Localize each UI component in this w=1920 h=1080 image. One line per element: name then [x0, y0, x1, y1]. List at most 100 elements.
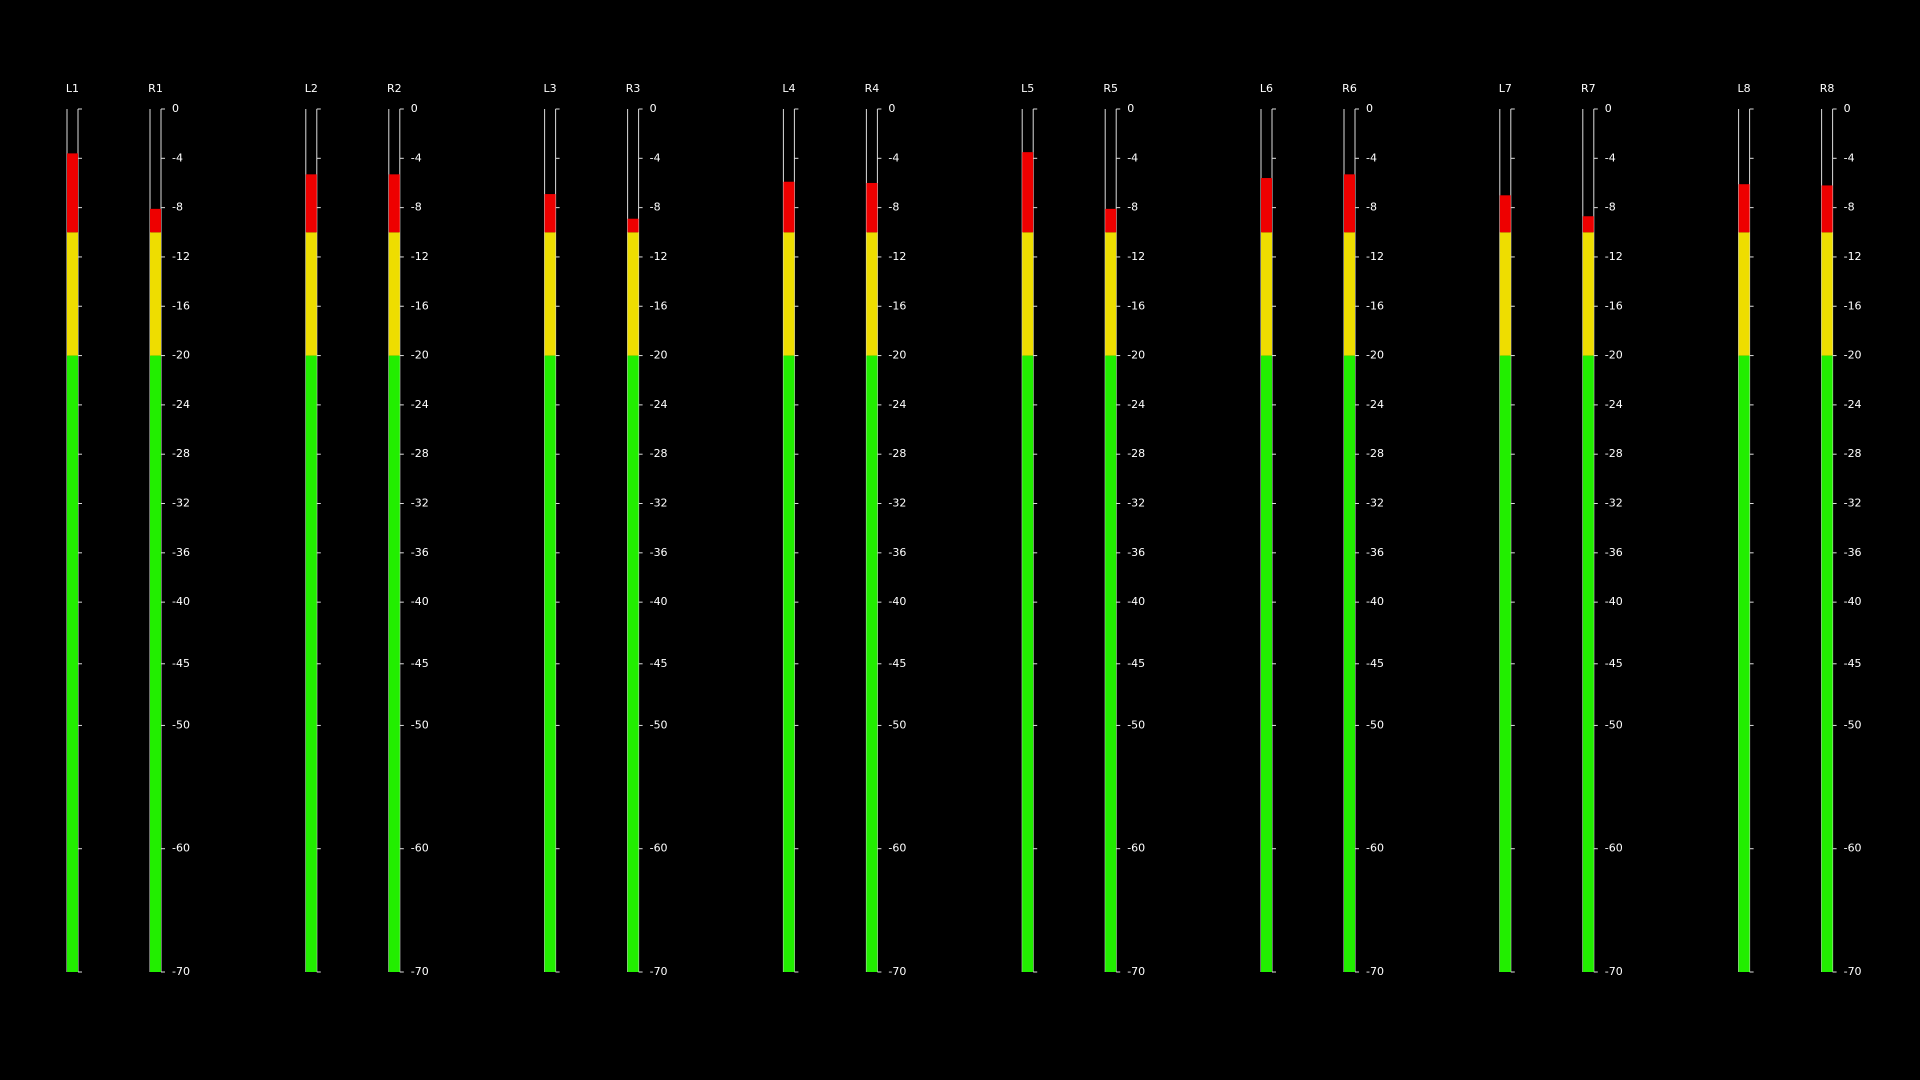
tick-label: 0: [1844, 102, 1851, 115]
tick-label: -45: [411, 657, 429, 670]
tick-label: -16: [1605, 299, 1623, 312]
tick-label: -36: [172, 546, 190, 559]
tick-label: -60: [172, 842, 190, 855]
tick-label: -70: [1127, 965, 1145, 978]
tick-label: -16: [650, 299, 668, 312]
tick-label: -24: [1366, 398, 1384, 411]
channel-label: L5: [1021, 82, 1034, 95]
tick-label: -12: [1844, 250, 1862, 263]
tick-label: -16: [888, 299, 906, 312]
tick-label: -32: [888, 497, 906, 510]
tick-label: -36: [888, 546, 906, 559]
tick-label: -24: [650, 398, 668, 411]
tick-label: -70: [650, 965, 668, 978]
level-bar: [1022, 152, 1034, 233]
tick-label: -45: [1844, 657, 1862, 670]
tick-label: -50: [1844, 718, 1862, 731]
tick-label: -40: [1366, 595, 1384, 608]
tick-label: -28: [172, 447, 190, 460]
level-bar: [1499, 195, 1511, 233]
tick-label: -36: [650, 546, 668, 559]
tick-label: -40: [1605, 595, 1623, 608]
tick-label: -50: [888, 718, 906, 731]
tick-label: -28: [1366, 447, 1384, 460]
level-bar: [1261, 178, 1272, 233]
level-bar: [305, 174, 317, 233]
level-bar: [1261, 355, 1272, 973]
tick-label: -70: [172, 965, 190, 978]
tick-label: -12: [1366, 250, 1384, 263]
channel-label: R8: [1820, 82, 1835, 95]
tick-label: -24: [1605, 398, 1623, 411]
channel-label: L7: [1499, 82, 1512, 95]
tick-label: -32: [1127, 497, 1145, 510]
channel-label: R1: [148, 82, 163, 95]
tick-label: -20: [1844, 349, 1862, 362]
level-bar: [388, 232, 400, 356]
level-bar: [544, 355, 556, 973]
tick-label: -60: [1844, 842, 1862, 855]
tick-label: -16: [172, 299, 190, 312]
tick-label: -4: [411, 151, 422, 164]
level-bar: [150, 355, 161, 973]
tick-label: -32: [172, 497, 190, 510]
level-bar: [1022, 232, 1034, 356]
tick-label: -50: [1605, 718, 1623, 731]
level-bar: [1344, 355, 1355, 973]
level-bar: [1821, 232, 1833, 356]
tick-label: -36: [411, 546, 429, 559]
tick-label: -50: [1366, 718, 1384, 731]
level-bar: [627, 218, 639, 233]
tick-label: 0: [411, 102, 418, 115]
level-bar: [1261, 232, 1272, 356]
tick-label: -20: [172, 349, 190, 362]
tick-label: -60: [1605, 842, 1623, 855]
tick-label: -40: [1844, 595, 1862, 608]
channel-label: L3: [544, 82, 557, 95]
level-bar: [1582, 216, 1594, 233]
level-bar: [1105, 355, 1117, 973]
tick-label: -60: [411, 842, 429, 855]
tick-label: -12: [1127, 250, 1145, 263]
tick-label: -4: [1366, 151, 1377, 164]
channel-label: L6: [1260, 82, 1273, 95]
level-bar: [544, 194, 556, 233]
tick-label: -28: [650, 447, 668, 460]
tick-label: -28: [1844, 447, 1862, 460]
tick-label: -45: [650, 657, 668, 670]
tick-label: -60: [1127, 842, 1145, 855]
tick-label: -45: [888, 657, 906, 670]
tick-label: -12: [1605, 250, 1623, 263]
channel-label: R5: [1103, 82, 1118, 95]
tick-label: 0: [1127, 102, 1134, 115]
level-bar: [1738, 355, 1750, 973]
tick-label: -24: [888, 398, 906, 411]
tick-label: -36: [1127, 546, 1145, 559]
level-bar: [1344, 232, 1355, 356]
level-bar: [67, 355, 78, 973]
tick-label: -70: [411, 965, 429, 978]
level-bar: [866, 182, 878, 233]
tick-label: -20: [650, 349, 668, 362]
tick-label: -8: [888, 201, 899, 214]
tick-label: -28: [1127, 447, 1145, 460]
tick-label: -24: [172, 398, 190, 411]
tick-label: -16: [1366, 299, 1384, 312]
tick-label: -28: [411, 447, 429, 460]
tick-label: -12: [411, 250, 429, 263]
tick-label: -24: [1844, 398, 1862, 411]
tick-label: -4: [888, 151, 899, 164]
tick-label: -12: [888, 250, 906, 263]
level-bar: [67, 232, 78, 356]
channel-label: R6: [1342, 82, 1357, 95]
tick-label: -24: [1127, 398, 1145, 411]
level-bar: [1344, 174, 1355, 233]
level-bar: [866, 355, 878, 973]
level-bar: [388, 174, 400, 233]
level-bar: [150, 208, 161, 233]
level-bar: [150, 232, 161, 356]
tick-label: -40: [650, 595, 668, 608]
level-bar: [1821, 185, 1833, 233]
tick-label: -60: [1366, 842, 1384, 855]
